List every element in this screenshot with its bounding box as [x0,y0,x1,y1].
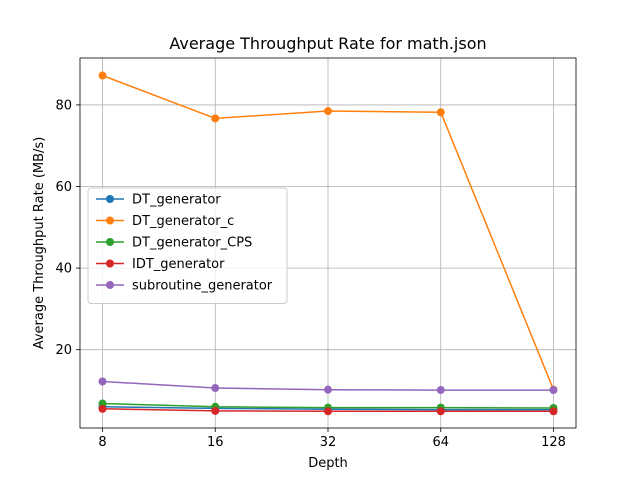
legend-label: DT_generator_c [132,214,234,229]
legend-item: subroutine_generator [96,279,273,294]
data-point [98,377,107,386]
data-point [324,407,332,416]
legend-label: DT_generator [132,193,221,208]
legend-item: DT_generator_c [96,214,234,229]
data-point [324,385,332,394]
legend-label: subroutine_generator [132,279,273,294]
legend-marker [106,238,114,246]
data-point [549,386,558,395]
data-point [436,386,445,395]
data-point [98,404,107,413]
legend-marker [106,281,114,289]
x-tick-label: 16 [207,435,224,450]
y-tick-label: 60 [55,180,72,195]
legend: DT_generator DT_generator_c DT_generator_C… [87,187,288,304]
y-tick-label: 80 [55,98,72,113]
legend-item: DT_generator_CPS [96,236,252,251]
legend-label: DT_generator_CPS [132,236,252,251]
data-point [324,107,332,116]
grid [80,58,576,428]
y-axis: 20 40 60 80 [55,98,80,358]
legend-label: IDT_generator [132,257,225,272]
data-point [549,407,558,416]
legend-marker [106,259,114,268]
data-point [98,71,107,80]
legend-marker [106,195,114,203]
data-point [211,406,220,415]
x-axis-title: Depth [308,456,348,471]
series-IDT_generator [98,404,558,416]
y-tick-label: 40 [55,262,72,277]
legend-marker [106,216,114,225]
data-point [436,108,445,117]
x-tick-label: 8 [98,435,106,450]
series-subroutine_generator [98,377,558,395]
legend-item: DT_generator [96,193,221,208]
chart-title: Average Throughput Rate for math.json [169,34,486,53]
legend-item: IDT_generator [96,257,225,272]
data-point [211,384,220,393]
x-tick-label: 32 [320,435,337,450]
x-tick-label: 64 [432,435,449,450]
y-axis-title: Average Throughput Rate (MB/s) [32,137,47,350]
data-point [436,407,445,416]
series-layer [98,71,558,416]
legend-box [87,187,288,304]
data-point [211,114,220,123]
y-tick-label: 20 [55,343,72,358]
x-axis: 8 16 32 64 128 [98,428,566,450]
x-tick-label: 128 [541,435,566,450]
